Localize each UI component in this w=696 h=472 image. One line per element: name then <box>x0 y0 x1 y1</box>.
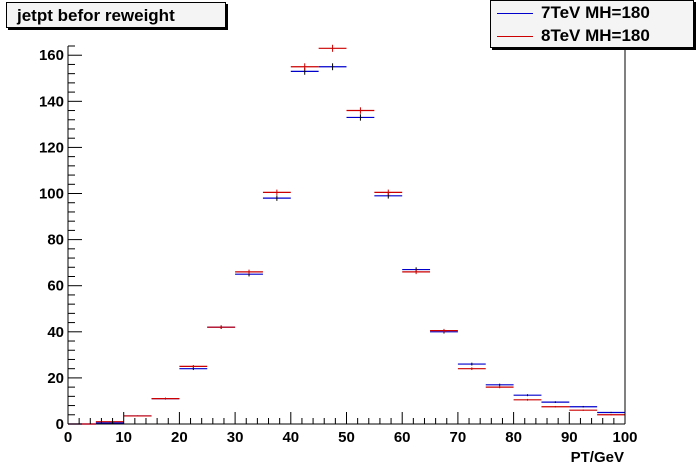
chart-title: jetpt befor reweight <box>17 6 175 25</box>
legend-entry-8tev: 8TeV MH=180 <box>491 25 693 47</box>
legend-label-7tev: 7TeV MH=180 <box>541 3 650 22</box>
axis-layer: 0 10 20 30 40 50 60 70 80 90 100 0 20 40 60 80 100 120 140… <box>39 45 638 446</box>
legend-label-8tev: 8TeV MH=180 <box>541 26 650 45</box>
series-0 <box>68 63 625 425</box>
x-axis-label: PT/GeV <box>571 449 624 466</box>
x-tick-label: 40 <box>282 429 299 446</box>
legend: 7TeV MH=180 8TeV MH=180 <box>490 0 694 48</box>
x-tick-label: 10 <box>115 429 132 446</box>
y-tick-label: 60 <box>47 278 64 295</box>
x-tick-label: 90 <box>561 429 578 446</box>
chart-title-box: jetpt befor reweight <box>6 2 226 28</box>
x-tick-label: 0 <box>64 429 72 446</box>
y-tick-label: 100 <box>39 186 64 203</box>
x-tick-label: 50 <box>338 429 355 446</box>
y-tick-label: 120 <box>39 139 64 156</box>
x-tick-label: 80 <box>505 429 522 446</box>
x-tick-label: 60 <box>394 429 411 446</box>
y-tick-label: 80 <box>47 232 64 249</box>
y-tick-label: 160 <box>39 47 64 64</box>
y-tick-label: 20 <box>47 370 64 387</box>
plot-frame <box>67 46 626 425</box>
series-1 <box>68 44 625 425</box>
x-tick-label: 70 <box>450 429 467 446</box>
x-tick-label: 30 <box>227 429 244 446</box>
x-tick-label: 100 <box>612 429 637 446</box>
legend-entry-7tev: 7TeV MH=180 <box>491 2 693 24</box>
y-tick-label: 140 <box>39 93 64 110</box>
legend-swatch-7tev <box>497 13 533 14</box>
x-tick-label: 20 <box>171 429 188 446</box>
y-tick-label: 40 <box>47 324 64 341</box>
series-layer <box>68 44 625 425</box>
y-tick-label: 0 <box>56 416 64 433</box>
legend-swatch-8tev <box>497 36 533 37</box>
